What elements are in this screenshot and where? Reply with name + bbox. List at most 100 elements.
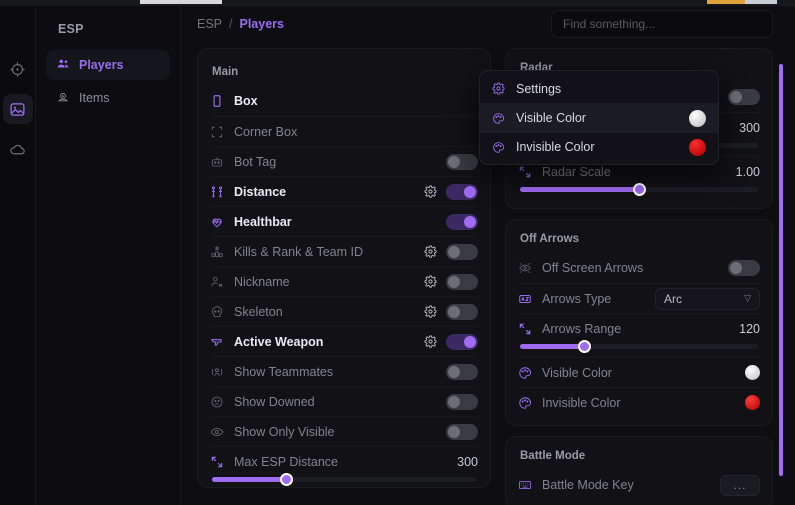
- aim-icon: [9, 61, 26, 78]
- select-value: Arc: [664, 291, 682, 306]
- breadcrumb-root[interactable]: ESP: [197, 17, 223, 31]
- menu-item-visible-color[interactable]: Visible Color: [480, 103, 718, 132]
- setting-row-max-esp-distance[interactable]: Max ESP Distance 300: [210, 446, 478, 476]
- sidebar: ESP Players Items: [36, 0, 181, 505]
- sidebar-item-players[interactable]: Players: [46, 50, 170, 80]
- toggle[interactable]: [446, 153, 478, 170]
- setting-label: Show Only Visible: [234, 424, 335, 439]
- toggle[interactable]: [446, 303, 478, 320]
- setting-row-visible-color[interactable]: Visible Color: [518, 357, 760, 387]
- setting-label: Max ESP Distance: [234, 454, 338, 469]
- chevron-down-icon: ▽: [744, 293, 751, 303]
- rail-item-esp[interactable]: [2, 94, 33, 124]
- setting-row-box[interactable]: Box: [210, 86, 478, 116]
- slider-track[interactable]: [520, 340, 758, 353]
- toggle[interactable]: [446, 393, 478, 410]
- slider-arrows-range[interactable]: [518, 340, 760, 357]
- slider-knob[interactable]: [279, 473, 293, 486]
- section-title-battle-mode: Battle Mode: [520, 450, 586, 462]
- slider-track[interactable]: [212, 473, 476, 486]
- setting-row-show-only-visible[interactable]: Show Only Visible: [210, 416, 478, 446]
- downed-face-icon: [210, 395, 225, 409]
- menu-item-label: Invisible Color: [516, 140, 595, 154]
- toggle[interactable]: [728, 89, 760, 105]
- setting-row-corner-box[interactable]: Corner Box: [210, 116, 478, 146]
- menu-item-label: Settings: [516, 81, 562, 96]
- search-box[interactable]: [551, 10, 773, 38]
- toggle[interactable]: [446, 183, 478, 200]
- slider-value: 120: [739, 321, 760, 336]
- menu-item-settings[interactable]: Settings: [480, 74, 718, 103]
- setting-row-radar[interactable]: Radar: [518, 82, 760, 112]
- toggle[interactable]: [446, 273, 478, 290]
- gear-icon[interactable]: [424, 245, 437, 258]
- menu-item-invisible-color[interactable]: Invisible Color: [480, 132, 718, 161]
- arrows-type-select[interactable]: Arc ▽: [655, 287, 760, 310]
- color-swatch-visible[interactable]: [745, 365, 760, 380]
- setting-row-off-screen-arrows[interactable]: Off Screen Arrows: [518, 253, 760, 283]
- slider-knob[interactable]: [633, 183, 646, 196]
- context-menu: Settings Visible Color: [479, 70, 719, 165]
- gear-icon[interactable]: [424, 185, 437, 198]
- setting-row-active-weapon[interactable]: Active Weapon: [210, 326, 478, 356]
- setting-label: Show Downed: [234, 394, 315, 409]
- content-area: ESP / Players Main Box: [181, 0, 795, 505]
- toggle[interactable]: [728, 260, 760, 276]
- robot-icon: [210, 155, 225, 169]
- slider-max-esp-distance[interactable]: [210, 473, 478, 490]
- setting-row-distance[interactable]: Distance: [210, 176, 478, 206]
- toggle[interactable]: [446, 363, 478, 380]
- gun-icon: [210, 335, 225, 349]
- setting-row-invisible-color[interactable]: Invisible Color: [518, 387, 760, 417]
- setting-row-skeleton[interactable]: Skeleton: [210, 296, 478, 326]
- setting-row-show-teammates[interactable]: Show Teammates: [210, 356, 478, 386]
- players-icon: [56, 57, 70, 74]
- breadcrumb-current[interactable]: Players: [239, 17, 284, 31]
- rail-item-aim[interactable]: [3, 54, 33, 84]
- setting-row-bot-tag[interactable]: Bot Tag: [210, 146, 478, 176]
- battle-mode-section: Battle Mode Battle Mode Key ...: [505, 436, 773, 505]
- toggle[interactable]: [446, 243, 478, 260]
- topbar: ESP / Players: [181, 0, 795, 48]
- palette-icon: [518, 366, 533, 380]
- vertical-scrollbar[interactable]: [779, 64, 783, 476]
- slider-track[interactable]: [520, 183, 758, 196]
- bg-chip-orange: [707, 0, 745, 4]
- setting-label: Arrows Range: [542, 321, 622, 336]
- search-input[interactable]: [563, 17, 761, 31]
- toggle[interactable]: [446, 333, 478, 350]
- eye-icon: [210, 425, 225, 439]
- slider-fill: [212, 477, 286, 482]
- setting-row-battle-mode-key[interactable]: Battle Mode Key ...: [518, 470, 760, 500]
- setting-label: Kills & Rank & Team ID: [234, 244, 363, 259]
- slider-knob[interactable]: [578, 340, 592, 353]
- setting-row-healthbar[interactable]: Healthbar: [210, 206, 478, 236]
- menu-item-label: Visible Color: [516, 111, 586, 125]
- slider-value: 300: [457, 454, 478, 469]
- setting-row-show-downed[interactable]: Show Downed: [210, 386, 478, 416]
- color-swatch-visible[interactable]: [689, 109, 706, 127]
- esp-image-icon: [9, 101, 26, 118]
- toggle[interactable]: [446, 213, 478, 230]
- expand-icon: [210, 455, 225, 469]
- setting-row-arrows-type[interactable]: Arrows Type Arc ▽: [518, 283, 760, 313]
- setting-label: Visible Color: [542, 365, 612, 380]
- slider-fill: [520, 344, 585, 349]
- gear-icon[interactable]: [424, 275, 437, 288]
- rail-item-cloud[interactable]: [3, 134, 33, 164]
- color-swatch-invisible[interactable]: [689, 138, 706, 156]
- battle-mode-key-button[interactable]: ...: [720, 474, 760, 496]
- slider-value: 1.00: [735, 164, 760, 179]
- setting-row-kills-rank-team-id[interactable]: Kills & Rank & Team ID: [210, 236, 478, 266]
- sidebar-item-items[interactable]: Items: [46, 83, 170, 113]
- gear-icon[interactable]: [424, 335, 437, 348]
- setting-label: Corner Box: [234, 124, 298, 139]
- gear-icon[interactable]: [424, 305, 437, 318]
- color-swatch-invisible[interactable]: [745, 395, 760, 410]
- setting-row-arrows-range[interactable]: Arrows Range 120: [518, 313, 760, 343]
- toggle[interactable]: [446, 423, 478, 440]
- palette-icon: [492, 112, 506, 125]
- slider-radar-scale[interactable]: [518, 183, 760, 200]
- setting-row-nickname[interactable]: Nickname: [210, 266, 478, 296]
